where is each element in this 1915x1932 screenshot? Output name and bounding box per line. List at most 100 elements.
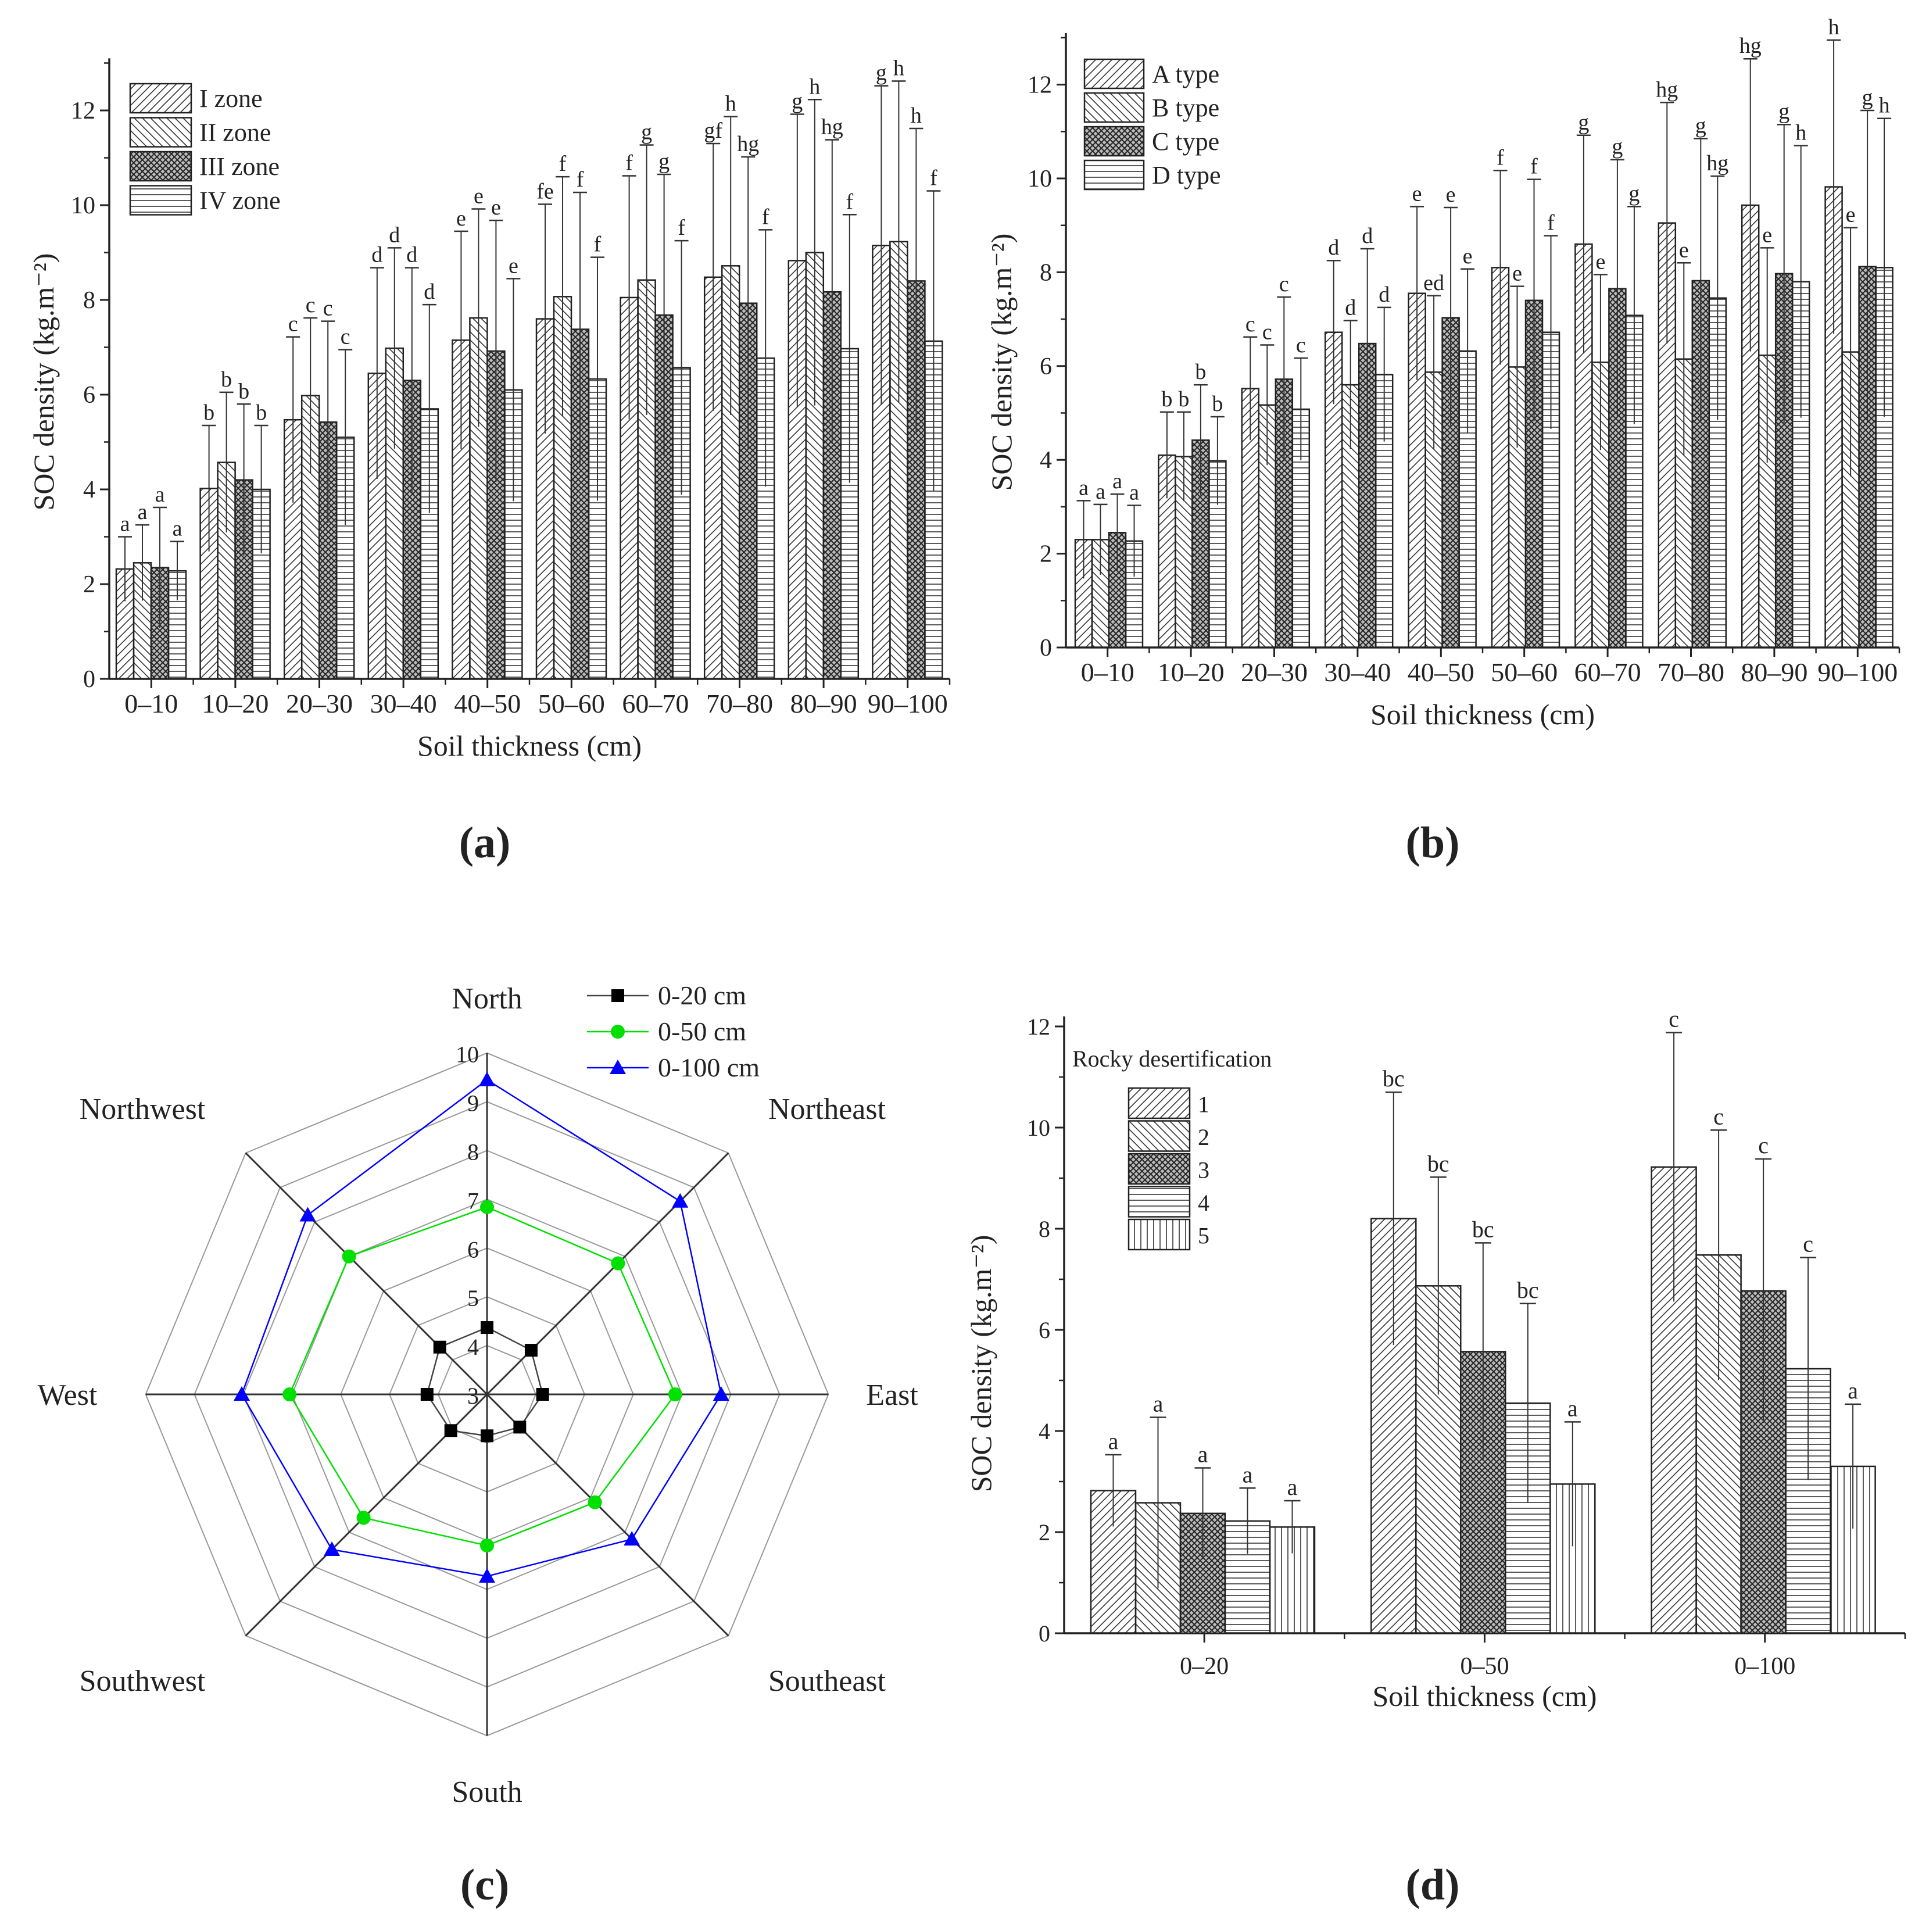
legend-swatch	[1127, 1218, 1191, 1251]
legend-label: B type	[1152, 94, 1219, 122]
radar-point	[713, 1386, 729, 1401]
legend-swatch	[129, 151, 192, 182]
significance-letter: g	[1612, 135, 1623, 159]
significance-letter: g	[658, 149, 670, 174]
legend-swatch	[1083, 126, 1145, 157]
radar-tick-label: 10	[456, 1042, 479, 1068]
radar-point	[481, 1429, 493, 1443]
legend-swatch	[129, 83, 192, 114]
significance-letter: f	[625, 151, 633, 175]
legend-swatch	[1083, 159, 1145, 191]
significance-letter: f	[846, 189, 853, 214]
legend-label: I zone	[199, 84, 263, 113]
legend-label: II zone	[199, 119, 271, 147]
radar-point	[479, 1071, 495, 1086]
y-tick-label: 8	[1040, 259, 1052, 286]
significance-letter: c	[323, 296, 333, 321]
radar-axis	[486, 1152, 729, 1396]
legend-label: 3	[1198, 1157, 1209, 1183]
panel-label: (d)	[1406, 1861, 1460, 1909]
significance-letter: g	[792, 90, 803, 114]
significance-letter: e	[1446, 183, 1456, 207]
x-tick-label: 50–60	[1491, 657, 1558, 687]
significance-letter: d	[424, 280, 435, 304]
radar-point	[668, 1387, 682, 1401]
significance-letter: a	[1848, 1378, 1858, 1404]
y-tick-label: 8	[83, 287, 95, 314]
significance-letter: c	[306, 293, 316, 317]
legend-swatch	[1083, 58, 1145, 90]
x-tick-label: 0–10	[124, 689, 178, 718]
y-tick-label: 10	[71, 192, 95, 219]
legend-swatch	[1083, 92, 1145, 123]
radar-point	[624, 1531, 640, 1546]
y-tick-label: 0	[83, 666, 95, 693]
x-tick-label: 0–50	[1460, 1653, 1509, 1680]
significance-letter: e	[1846, 203, 1856, 227]
y-tick-label: 6	[1040, 353, 1052, 380]
significance-letter: bc	[1383, 1065, 1405, 1092]
significance-letter: h	[1828, 15, 1839, 40]
significance-letter: a	[1198, 1441, 1208, 1468]
significance-letter: g	[1578, 110, 1589, 135]
radar-axis-label: North	[452, 982, 522, 1015]
x-tick-label: 70–80	[1658, 657, 1724, 687]
legend-swatch	[129, 117, 192, 148]
significance-letter: f	[594, 232, 602, 257]
legend-label: 0-20 cm	[658, 981, 746, 1010]
radar-point	[479, 1568, 495, 1583]
x-axis-title: Soil thickness (cm)	[1370, 698, 1595, 731]
radar-point	[513, 1421, 527, 1434]
y-tick-label: 12	[1028, 72, 1052, 99]
significance-letter: h	[725, 92, 736, 116]
legend-swatch	[1127, 1186, 1191, 1218]
significance-letter: g	[1862, 85, 1873, 110]
significance-letter: e	[1412, 181, 1422, 206]
significance-letter: b	[1195, 360, 1206, 384]
significance-letter: d	[371, 243, 382, 267]
significance-letter: g	[1695, 113, 1706, 138]
significance-letter: b	[256, 400, 267, 425]
legend-title: Rocky desertification	[1072, 1046, 1272, 1072]
significance-letter: bc	[1427, 1150, 1449, 1176]
significance-letter: d	[1362, 224, 1373, 248]
x-tick-label: 20–30	[286, 689, 353, 718]
significance-letter: f	[678, 216, 685, 240]
radar-axis-label: West	[38, 1379, 98, 1412]
significance-letter: hg	[1739, 34, 1762, 58]
radar-point	[480, 1200, 494, 1214]
legend-label: 1	[1198, 1092, 1209, 1118]
bar	[889, 241, 908, 680]
significance-letter: d	[406, 243, 417, 267]
y-tick-label: 10	[1027, 1115, 1050, 1141]
significance-letter: a	[1096, 480, 1105, 504]
radar-point	[420, 1388, 434, 1401]
significance-letter: b	[238, 379, 249, 403]
legend-label: D type	[1152, 161, 1221, 189]
significance-letter: fe	[536, 179, 554, 203]
significance-letter: a	[138, 500, 148, 524]
panel-label: (c)	[460, 1861, 509, 1909]
significance-letter: a	[1243, 1461, 1253, 1487]
y-tick-label: 10	[1028, 166, 1052, 192]
legend-label: C type	[1152, 127, 1219, 156]
significance-letter: c	[341, 325, 350, 349]
significance-letter: a	[1287, 1474, 1298, 1500]
panel-label: (b)	[1406, 818, 1460, 867]
significance-letter: a	[1112, 469, 1122, 493]
legend-marker	[610, 1060, 626, 1074]
radar-point	[282, 1387, 297, 1401]
radar-axis-label: Southeast	[768, 1665, 886, 1698]
y-tick-label: 6	[1039, 1317, 1050, 1343]
significance-letter: b	[1178, 387, 1189, 412]
radar-tick-label: 4	[467, 1334, 479, 1360]
x-tick-label: 30–40	[1324, 657, 1391, 687]
significance-letter: e	[1679, 238, 1689, 262]
x-tick-label: 40–50	[454, 689, 521, 718]
legend-label: 4	[1198, 1190, 1209, 1216]
significance-letter: bc	[1472, 1216, 1494, 1242]
radar-point	[342, 1249, 356, 1264]
significance-letter: g	[1628, 181, 1640, 206]
x-tick-label: 40–50	[1408, 657, 1474, 687]
significance-letter: e	[1512, 262, 1522, 286]
